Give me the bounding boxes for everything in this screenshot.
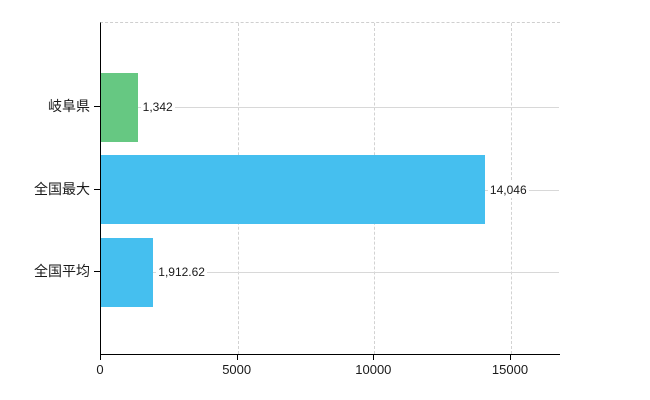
x-axis-tick-label: 15000 xyxy=(491,362,529,377)
x-axis-tick-label: 5000 xyxy=(222,362,252,377)
y-axis-tick xyxy=(94,188,100,190)
category-label: 全国最大 xyxy=(34,180,90,197)
x-axis-tick xyxy=(373,355,375,360)
plot-area: 1,342 14,046 1,912.62 xyxy=(100,22,560,355)
value-label: 1,342 xyxy=(140,99,175,115)
value-label: 14,046 xyxy=(487,181,529,198)
category-label: 岐阜県 xyxy=(48,98,90,114)
bar xyxy=(101,72,138,142)
category-label: 全国平均 xyxy=(34,263,90,279)
y-axis-tick xyxy=(94,106,100,107)
x-axis-tick-label: 0 xyxy=(96,362,104,377)
value-label: 1,912.62 xyxy=(156,264,207,280)
bar xyxy=(101,237,154,307)
gridline-horizontal xyxy=(101,107,559,108)
bar xyxy=(101,155,485,224)
x-axis-tick xyxy=(100,355,101,360)
x-axis-tick xyxy=(510,355,511,360)
y-axis-tick xyxy=(94,271,100,272)
gridline-horizontal xyxy=(101,272,559,273)
x-axis-tick xyxy=(236,355,238,360)
x-axis-tick-label: 10000 xyxy=(355,362,392,377)
